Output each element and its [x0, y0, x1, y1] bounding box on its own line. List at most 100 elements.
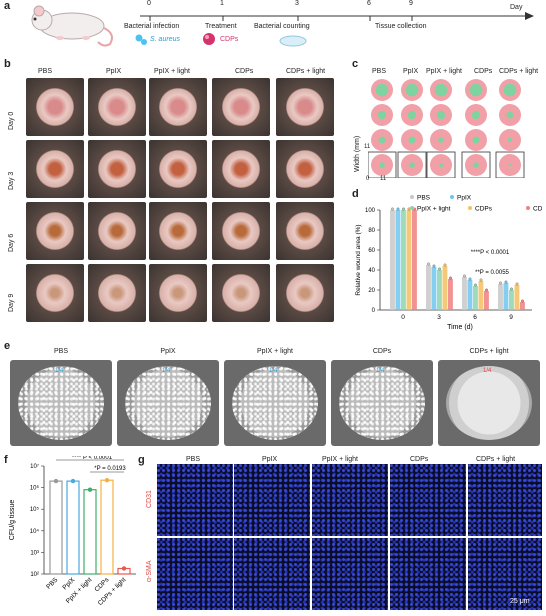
g-col-ppix-light: PpIX + light [322, 456, 358, 463]
plate-surface [339, 366, 425, 440]
dilution-label: 1/4 [269, 368, 278, 374]
c-tick-x: 11 [380, 176, 387, 182]
d-bar [503, 283, 509, 310]
microscopy-image [468, 538, 542, 610]
c-col-cdps-light: CDPs + light [499, 68, 539, 75]
wound-photo [212, 140, 270, 198]
f-point [70, 478, 76, 484]
scalebar-label: 25 μm [510, 598, 530, 605]
species-label: S. aureus [150, 36, 180, 43]
d-y-tick-label: 0 [372, 308, 376, 314]
dilution-label: 1/4 [376, 368, 385, 374]
f-bar [49, 480, 63, 575]
d-legend-swatch [410, 195, 414, 199]
f-y-tick-label: 10⁵ [30, 506, 40, 513]
timeline-tick: 1 [220, 0, 224, 7]
wound-trace-inner [405, 83, 419, 97]
d-y-tick-label: 60 [368, 248, 375, 254]
f-annotation: *P = 0.0193 [94, 466, 126, 472]
d-bar [473, 286, 478, 310]
event-treatment: Treatment [205, 23, 237, 30]
f-bar [66, 480, 80, 575]
d-legend-label: PpIX + light [417, 206, 451, 213]
trace-frame [368, 151, 397, 178]
timeline-tick: 3 [295, 0, 299, 7]
wound-photo [149, 78, 207, 136]
cdps-icon [203, 33, 215, 45]
wound-trace-inner [506, 111, 514, 119]
plate-surface [446, 366, 532, 440]
plate-group-label: PpIX + light [257, 348, 293, 355]
wound-trace-inner [436, 110, 446, 120]
plate-group-label: PpIX [160, 348, 176, 355]
d-bar [437, 270, 442, 310]
trace-frame [426, 151, 456, 178]
col-label-cdps-light: CDPs + light [286, 68, 326, 75]
wound-trace-inner [507, 137, 513, 143]
event-collection: Tissue collection [375, 23, 427, 30]
bacteria-icon [135, 34, 147, 45]
panel-d-letter: d [352, 188, 359, 200]
d-point [515, 282, 519, 286]
f-ylabel: CFU/g tissue [9, 500, 16, 541]
wound-photo [149, 264, 207, 322]
d-point [402, 207, 405, 211]
wound-trace-inner [375, 83, 389, 97]
timeline-axis-label: Day [510, 4, 523, 11]
wound-trace-inner [473, 162, 479, 168]
c-col-cdps: CDPs [474, 68, 493, 75]
col-label-ppix-light: PpIX + light [154, 68, 190, 75]
row-label-day9: Day 9 [8, 293, 15, 312]
wound-photo [26, 202, 84, 260]
d-bar [509, 290, 514, 310]
g-col-pbs: PBS [186, 456, 201, 463]
d-point [510, 287, 513, 291]
wound-trace-inner [508, 163, 512, 167]
d-point [504, 280, 508, 284]
c-tick-origin: 0 [366, 176, 370, 182]
g-row-cd31: CD31 [146, 490, 153, 508]
f-y-tick-label: 10³ [30, 550, 39, 556]
plate-surface [125, 366, 211, 440]
d-bar [431, 267, 437, 310]
panel-g-letter: g [138, 454, 145, 466]
f-y-tick-label: 10² [30, 572, 39, 578]
d-bar [462, 277, 467, 310]
f-y-tick-label: 10⁴ [30, 528, 40, 535]
d-point [474, 283, 477, 287]
d-legend-swatch [410, 206, 414, 210]
agar-plate: 1/4 [224, 360, 326, 446]
d-point [396, 207, 400, 211]
d-ylabel: Relative wound area (%) [355, 224, 362, 295]
trace-frame [495, 151, 525, 178]
c-col-ppix-light: PpIX + light [426, 68, 462, 75]
c-col-pbs: PBS [372, 68, 387, 75]
d-bar [520, 302, 525, 310]
event-infection: Bacterial infection [124, 23, 180, 30]
dilution-label: 1/4 [55, 368, 64, 374]
d-point [443, 263, 447, 267]
g-col-ppix: PpIX [262, 456, 278, 463]
d-bar [412, 210, 417, 310]
d-legend-swatch [468, 206, 472, 210]
d-bar [442, 266, 448, 310]
d-legend-label: CDPs + light [533, 206, 542, 213]
wound-trace-inner [377, 110, 387, 120]
wound-trace-inner [407, 110, 417, 120]
c-tick-y: 11 [364, 144, 371, 150]
row-label-day0: Day 0 [8, 111, 15, 130]
panel-a-letter: a [4, 0, 11, 12]
d-point [485, 288, 488, 292]
wound-photo [88, 140, 146, 198]
wound-photo [276, 140, 334, 198]
microscopy-image [157, 538, 233, 610]
d-point [463, 274, 466, 278]
d-point [391, 207, 394, 211]
d-xlabel: Time (d) [447, 324, 473, 331]
d-bar [395, 210, 401, 310]
row-label-day3: Day 3 [8, 171, 15, 190]
panel-c-letter: c [352, 58, 359, 70]
c-col-ppix: PpIX [403, 68, 419, 75]
f-point [104, 478, 110, 483]
